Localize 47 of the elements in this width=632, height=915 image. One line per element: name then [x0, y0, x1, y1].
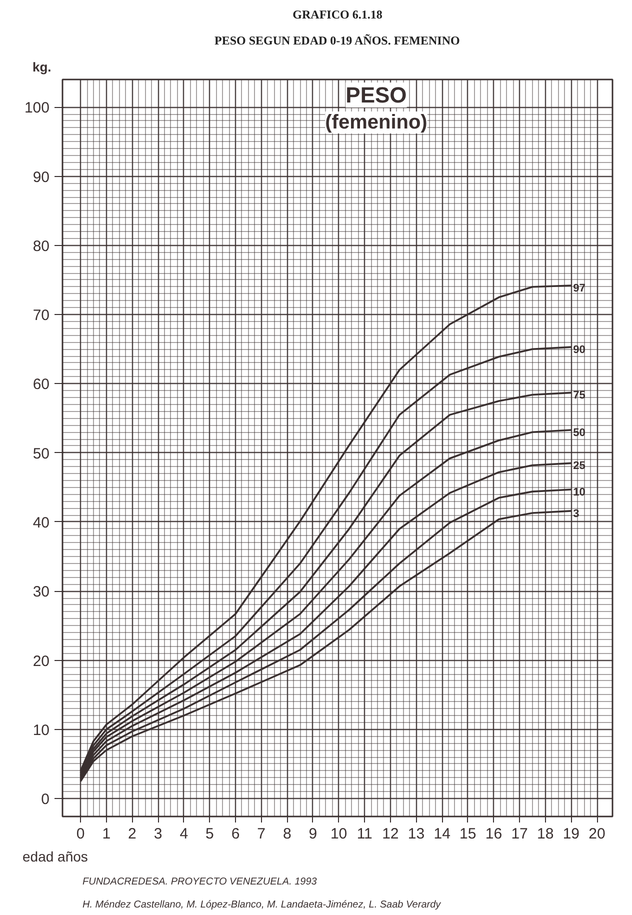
y-tick-label: 60 — [32, 376, 50, 394]
x-tick-label: 19 — [562, 826, 580, 842]
x-tick-label: 0 — [76, 826, 85, 842]
x-tick-label: 11 — [356, 826, 372, 842]
y-tick-label: 20 — [32, 652, 50, 670]
x-axis-title: edad años — [22, 848, 88, 864]
annotation: PESO — [346, 82, 407, 108]
x-tick-label: 10 — [330, 826, 348, 842]
x-tick-label: 4 — [180, 826, 188, 842]
x-tick-label: 18 — [537, 826, 554, 842]
y-tick-label: 100 — [24, 100, 50, 117]
x-tick-label: 9 — [308, 826, 318, 842]
x-tick-label: 17 — [511, 826, 528, 842]
series-label: 75 — [573, 390, 586, 402]
x-tick-label: 20 — [588, 826, 606, 842]
y-tick-label: 70 — [32, 307, 50, 324]
series-label: 90 — [573, 344, 586, 356]
x-tick-label: 8 — [282, 826, 292, 842]
series-label: 50 — [573, 427, 586, 440]
y-tick-label: 90 — [32, 168, 50, 186]
chart-title: GRAFICO 6.1.18 — [292, 8, 382, 22]
y-tick-label: 30 — [32, 584, 50, 601]
y-axis-title: kg. — [32, 60, 52, 74]
x-tick-label: 12 — [382, 826, 399, 842]
y-tick-label: 80 — [32, 238, 50, 255]
text: FUNDACREDESA. PROYECTO VENEZUELA. 1993 — [82, 876, 318, 888]
x-tick-label: 16 — [485, 826, 502, 842]
y-tick-label: 0 — [41, 791, 50, 808]
series-label: 97 — [573, 282, 586, 295]
x-tick-label: 3 — [154, 826, 162, 842]
x-tick-label: 13 — [408, 826, 425, 842]
x-tick-label: 6 — [231, 826, 240, 842]
x-tick-label: 5 — [206, 826, 214, 842]
text: H. Méndez Castellano, M. López-Blanco, M. Landaeta-Jiménez, L. Saab Verardy — [82, 900, 442, 910]
x-tick-label: 7 — [257, 826, 266, 842]
x-tick-label: 15 — [460, 826, 476, 842]
y-tick-label: 10 — [32, 722, 50, 739]
chart-subtitle: PESO SEGUN EDAD 0-19 AÑOS. FEMENINO — [214, 34, 460, 48]
series-label: 10 — [573, 486, 586, 498]
annotation: (femenino) — [325, 112, 428, 134]
x-tick-label: 14 — [434, 826, 450, 842]
y-tick-label: 40 — [32, 514, 50, 532]
series-label: 25 — [573, 460, 586, 472]
x-tick-label: 2 — [128, 826, 136, 842]
x-tick-label: 1 — [102, 826, 111, 842]
y-tick-label: 50 — [32, 445, 50, 462]
series-label: 3 — [573, 508, 580, 520]
